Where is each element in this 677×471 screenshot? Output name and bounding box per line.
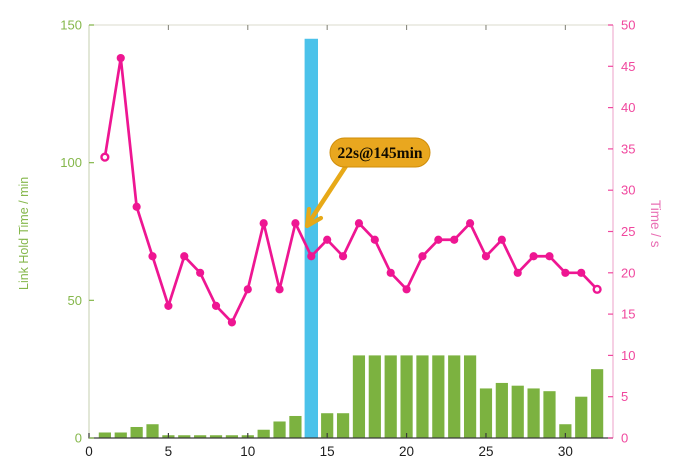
right-tick-label: 15 xyxy=(621,307,635,322)
x-tick-label: 5 xyxy=(165,444,173,459)
line-marker xyxy=(497,235,506,244)
line-marker xyxy=(513,268,522,277)
annotation-arrow-head xyxy=(304,206,324,229)
right-tick-label: 25 xyxy=(621,224,635,239)
right-tick-label: 35 xyxy=(621,141,635,156)
bar xyxy=(495,382,508,438)
line-marker xyxy=(196,268,205,277)
bar xyxy=(511,385,524,438)
line-marker xyxy=(418,252,427,261)
bar xyxy=(194,435,207,438)
right-axis-title: Time / s xyxy=(648,200,663,248)
line-marker xyxy=(370,235,379,244)
line-marker xyxy=(275,285,284,294)
bar xyxy=(479,388,493,438)
bar xyxy=(384,355,397,438)
line-marker xyxy=(354,219,364,228)
left-tick-label: 100 xyxy=(60,155,82,170)
left-axis-title: Link Hold Time / min xyxy=(17,177,31,290)
annotation-arrow-line xyxy=(307,160,351,224)
bar xyxy=(209,435,223,438)
line-marker xyxy=(545,252,554,261)
right-tick-label: 50 xyxy=(621,18,635,33)
annotation-callout: 22s@145min xyxy=(304,137,431,229)
bar xyxy=(416,355,429,438)
right-tick-label: 0 xyxy=(621,431,628,446)
x-tick-label: 0 xyxy=(85,444,93,459)
line-marker xyxy=(148,252,157,261)
line-marker xyxy=(307,252,316,261)
line-marker xyxy=(323,235,332,244)
bar xyxy=(289,415,302,438)
line-marker xyxy=(386,268,395,277)
bar xyxy=(543,391,556,438)
bar xyxy=(575,396,588,438)
line-marker xyxy=(577,268,586,277)
x-tick-label: 20 xyxy=(399,444,414,459)
bar xyxy=(463,355,477,438)
right-tick-label: 10 xyxy=(621,348,635,363)
bar xyxy=(559,424,572,438)
right-tick-label: 45 xyxy=(621,59,635,74)
annotation-text: 22s@145min xyxy=(337,145,422,162)
line-marker xyxy=(116,53,125,63)
x-tick-label: 10 xyxy=(240,444,255,459)
line-marker xyxy=(132,202,141,211)
right-tick-label: 20 xyxy=(621,265,635,280)
right-tick-label: 5 xyxy=(621,389,628,404)
line-marker xyxy=(402,285,411,294)
line-marker xyxy=(100,152,110,162)
line-marker xyxy=(561,268,570,277)
bar xyxy=(336,413,350,438)
right-tick-label: 40 xyxy=(621,100,635,115)
line-marker xyxy=(465,219,475,228)
line-marker xyxy=(227,318,237,327)
x-tick-label: 15 xyxy=(320,444,335,459)
left-tick-label: 0 xyxy=(75,431,82,446)
line-marker xyxy=(164,301,173,310)
line-marker xyxy=(180,252,189,261)
x-tick-label: 25 xyxy=(478,444,493,459)
left-tick-label: 50 xyxy=(68,293,82,308)
bar xyxy=(178,435,191,438)
right-tick-label: 30 xyxy=(621,183,635,198)
bar xyxy=(257,429,270,438)
line-marker xyxy=(291,219,300,228)
highlight-bar xyxy=(304,38,319,439)
bar xyxy=(321,413,334,438)
x-tick-label: 30 xyxy=(558,444,573,459)
left-tick-label: 150 xyxy=(60,18,82,33)
line-marker xyxy=(450,235,459,244)
bar xyxy=(527,388,540,438)
bar xyxy=(273,421,286,438)
line-marker xyxy=(434,235,443,244)
line-marker xyxy=(481,252,491,261)
plot-layer: 0 5 10 15 20 25 30 0 50 100 150 0 5 10 15 20 25 30 35 40 45 5… xyxy=(60,18,635,460)
line-marker xyxy=(259,219,268,228)
line-marker xyxy=(592,284,602,294)
bar xyxy=(98,432,111,438)
annotation-bubble xyxy=(329,137,431,168)
line-marker xyxy=(243,285,252,294)
bar xyxy=(225,435,239,438)
bar xyxy=(591,369,604,438)
line-marker xyxy=(338,252,348,261)
time-series-line xyxy=(103,56,599,324)
bar xyxy=(130,426,143,438)
bar xyxy=(432,355,445,438)
bar xyxy=(146,424,159,438)
bar xyxy=(352,355,366,438)
bar xyxy=(400,355,413,438)
line-marker xyxy=(211,301,221,310)
bar xyxy=(114,432,127,438)
line-marker xyxy=(529,252,538,261)
bar xyxy=(368,355,381,438)
bar xyxy=(448,355,461,438)
